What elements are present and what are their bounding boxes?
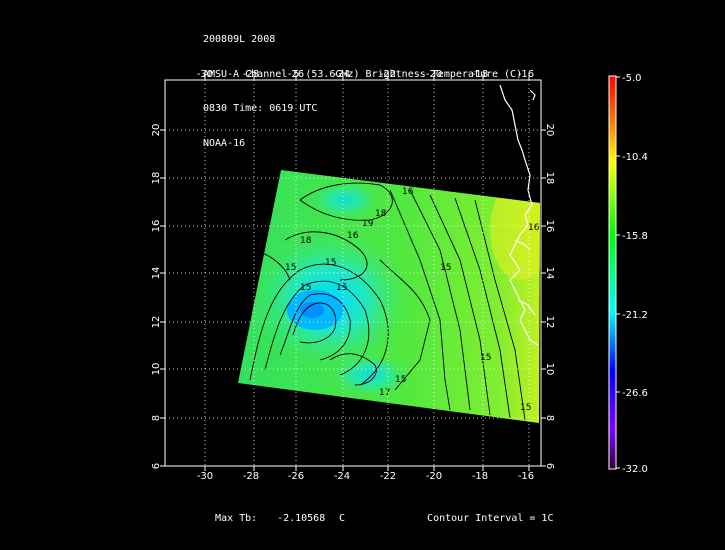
contour-label: 15	[336, 283, 347, 293]
swath-field	[238, 170, 540, 423]
lat-tick-label: 16	[544, 220, 555, 233]
contour-interval-text: Contour Interval = 1C	[427, 513, 554, 524]
contour-label: 16	[402, 187, 414, 197]
colorbar-label: -10.4	[622, 152, 648, 163]
lat-tick-label: 16	[151, 220, 162, 233]
lat-tick-label: 12	[151, 316, 162, 329]
lon-tick-label: -26	[288, 471, 304, 482]
channel-title: AMSU-A Channel 5 (53.6GHz) Brightness Te…	[203, 68, 523, 80]
colorbar-label: -15.8	[622, 231, 648, 242]
contour-lines	[249, 182, 526, 421]
lon-tick-label: -28	[243, 69, 259, 80]
contour-label: 15	[520, 403, 531, 413]
lat-tick-label: 14	[151, 267, 162, 280]
title-block: 200809L 2008 AMSU-A Channel 5 (53.6GHz) …	[203, 11, 522, 161]
lat-tick-label: 10	[544, 363, 555, 376]
lon-tick-label: -22	[380, 471, 396, 482]
lon-tick-label: -20	[426, 471, 442, 482]
lat-tick-label: 14	[544, 267, 555, 280]
max-tb-readout: Max Tb:	[203, 502, 257, 524]
lat-labels-left: 6 8 10 12 14 16 18 20	[151, 124, 162, 470]
lat-tick-label: 12	[544, 316, 555, 329]
contour-label: 17	[379, 388, 390, 398]
contour-interval: Contour Interval = 1C	[415, 502, 553, 524]
contour-label: 15	[285, 263, 296, 273]
contour-label: 15	[480, 353, 491, 363]
max-tb-value: -2.10568	[277, 513, 326, 524]
contour-label: 16	[528, 223, 540, 233]
satellite-title: NOAA-16	[203, 137, 246, 149]
contour-label: 16	[347, 231, 359, 241]
colorbar-gradient	[608, 75, 617, 470]
lon-labels-top: -30 -28 -26 -24 -22 -20 -18 -16	[197, 69, 534, 80]
lon-tick-label: -16	[518, 69, 534, 80]
contour-labels: 15 18 15 15 15 16 18 19 16 15 15 15 17 1…	[285, 187, 540, 413]
time-title: 0830 Time: 0619 UTC	[203, 103, 318, 114]
lon-tick-label: -16	[518, 471, 534, 482]
lat-tick-label: 10	[151, 363, 162, 376]
lon-tick-label: -30	[197, 471, 213, 482]
coastline	[499, 84, 539, 346]
lat-tick-label: 20	[151, 124, 162, 137]
tick-marks	[160, 75, 546, 471]
max-tb-value-wrap: -2.10568	[265, 502, 325, 524]
contour-label: 15	[440, 263, 451, 273]
lat-tick-label: 6	[544, 463, 555, 469]
lon-tick-label: -18	[472, 69, 488, 80]
colorbar-label: -32.0	[622, 464, 648, 475]
contour-label: 19	[362, 219, 374, 229]
lat-tick-label: 8	[151, 415, 162, 421]
max-tb-unit-wrap: C	[327, 502, 345, 524]
lon-tick-label: -28	[243, 471, 259, 482]
colorbar-label: -21.2	[622, 310, 648, 321]
storm-id-title: 200809L 2008	[203, 34, 276, 45]
lon-labels-bottom: -30 -28 -26 -24 -22 -20 -18 -16	[197, 471, 534, 482]
contour-label: 15	[300, 283, 311, 293]
max-tb-label: Max Tb:	[215, 513, 258, 524]
lat-tick-label: 18	[151, 172, 162, 185]
colorbar: -5.0 -10.4 -15.8 -21.2 -26.6 -32.0	[608, 73, 648, 475]
lat-tick-label: 8	[544, 415, 555, 421]
lon-tick-label: -26	[288, 69, 304, 80]
lon-tick-label: -24	[334, 471, 350, 482]
lat-tick-label: 6	[151, 463, 162, 469]
colorbar-label: -26.6	[622, 388, 648, 399]
lat-labels-right: 6 8 10 12 14 16 18 20	[544, 124, 555, 470]
contour-label: 15	[325, 258, 336, 268]
contour-label: 18	[300, 236, 312, 246]
graticule	[165, 80, 541, 466]
lon-tick-label: -18	[472, 471, 488, 482]
lon-tick-label: -30	[197, 69, 213, 80]
lat-tick-label: 18	[544, 172, 555, 185]
max-tb-unit: C	[339, 513, 346, 524]
lat-tick-label: 20	[544, 124, 555, 137]
lon-tick-label: -20	[426, 69, 442, 80]
colorbar-label: -5.0	[622, 73, 642, 84]
lon-tick-label: -24	[334, 69, 350, 80]
lon-tick-label: -22	[380, 69, 396, 80]
contour-label: 15	[395, 375, 406, 385]
contour-label: 18	[375, 209, 387, 219]
